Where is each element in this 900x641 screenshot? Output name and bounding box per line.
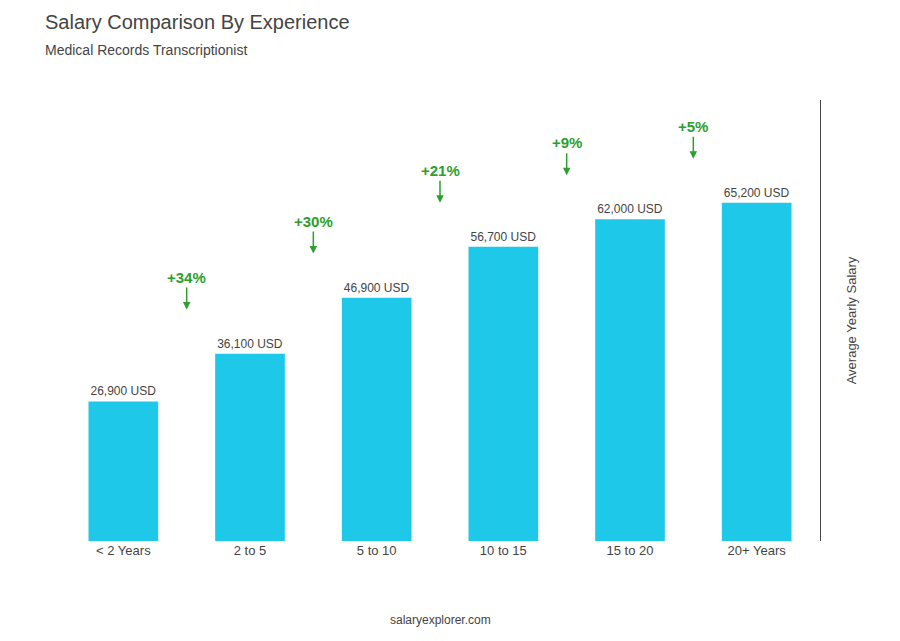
svg-text:salaryexplorer.com: salaryexplorer.com xyxy=(390,613,491,627)
svg-text:< 2 Years: < 2 Years xyxy=(96,543,151,558)
svg-text:+9%: +9% xyxy=(552,134,582,151)
svg-text:+34%: +34% xyxy=(167,269,206,286)
svg-text:20+ Years: 20+ Years xyxy=(728,543,787,558)
svg-text:15 to 20: 15 to 20 xyxy=(607,543,654,558)
svg-text:56,700 USD: 56,700 USD xyxy=(470,230,536,244)
svg-text:+30%: +30% xyxy=(294,213,333,230)
svg-text:Salary Comparison By Experienc: Salary Comparison By ExperienceMedical R… xyxy=(45,11,350,58)
svg-text:10 to 15: 10 to 15 xyxy=(480,543,527,558)
svg-text:2 to 5: 2 to 5 xyxy=(234,543,267,558)
svg-text:65,200 USD: 65,200 USD xyxy=(724,186,790,200)
svg-text:62,000 USD: 62,000 USD xyxy=(597,202,663,216)
svg-text:+21%: +21% xyxy=(421,162,460,179)
svg-text:Average Yearly Salary: Average Yearly Salary xyxy=(844,256,859,384)
svg-text:+5%: +5% xyxy=(678,118,708,135)
svg-text:36,100 USD: 36,100 USD xyxy=(217,337,283,351)
svg-text:46,900 USD: 46,900 USD xyxy=(344,281,410,295)
svg-text:5 to 10: 5 to 10 xyxy=(357,543,397,558)
svg-text:26,900 USD: 26,900 USD xyxy=(90,384,156,398)
